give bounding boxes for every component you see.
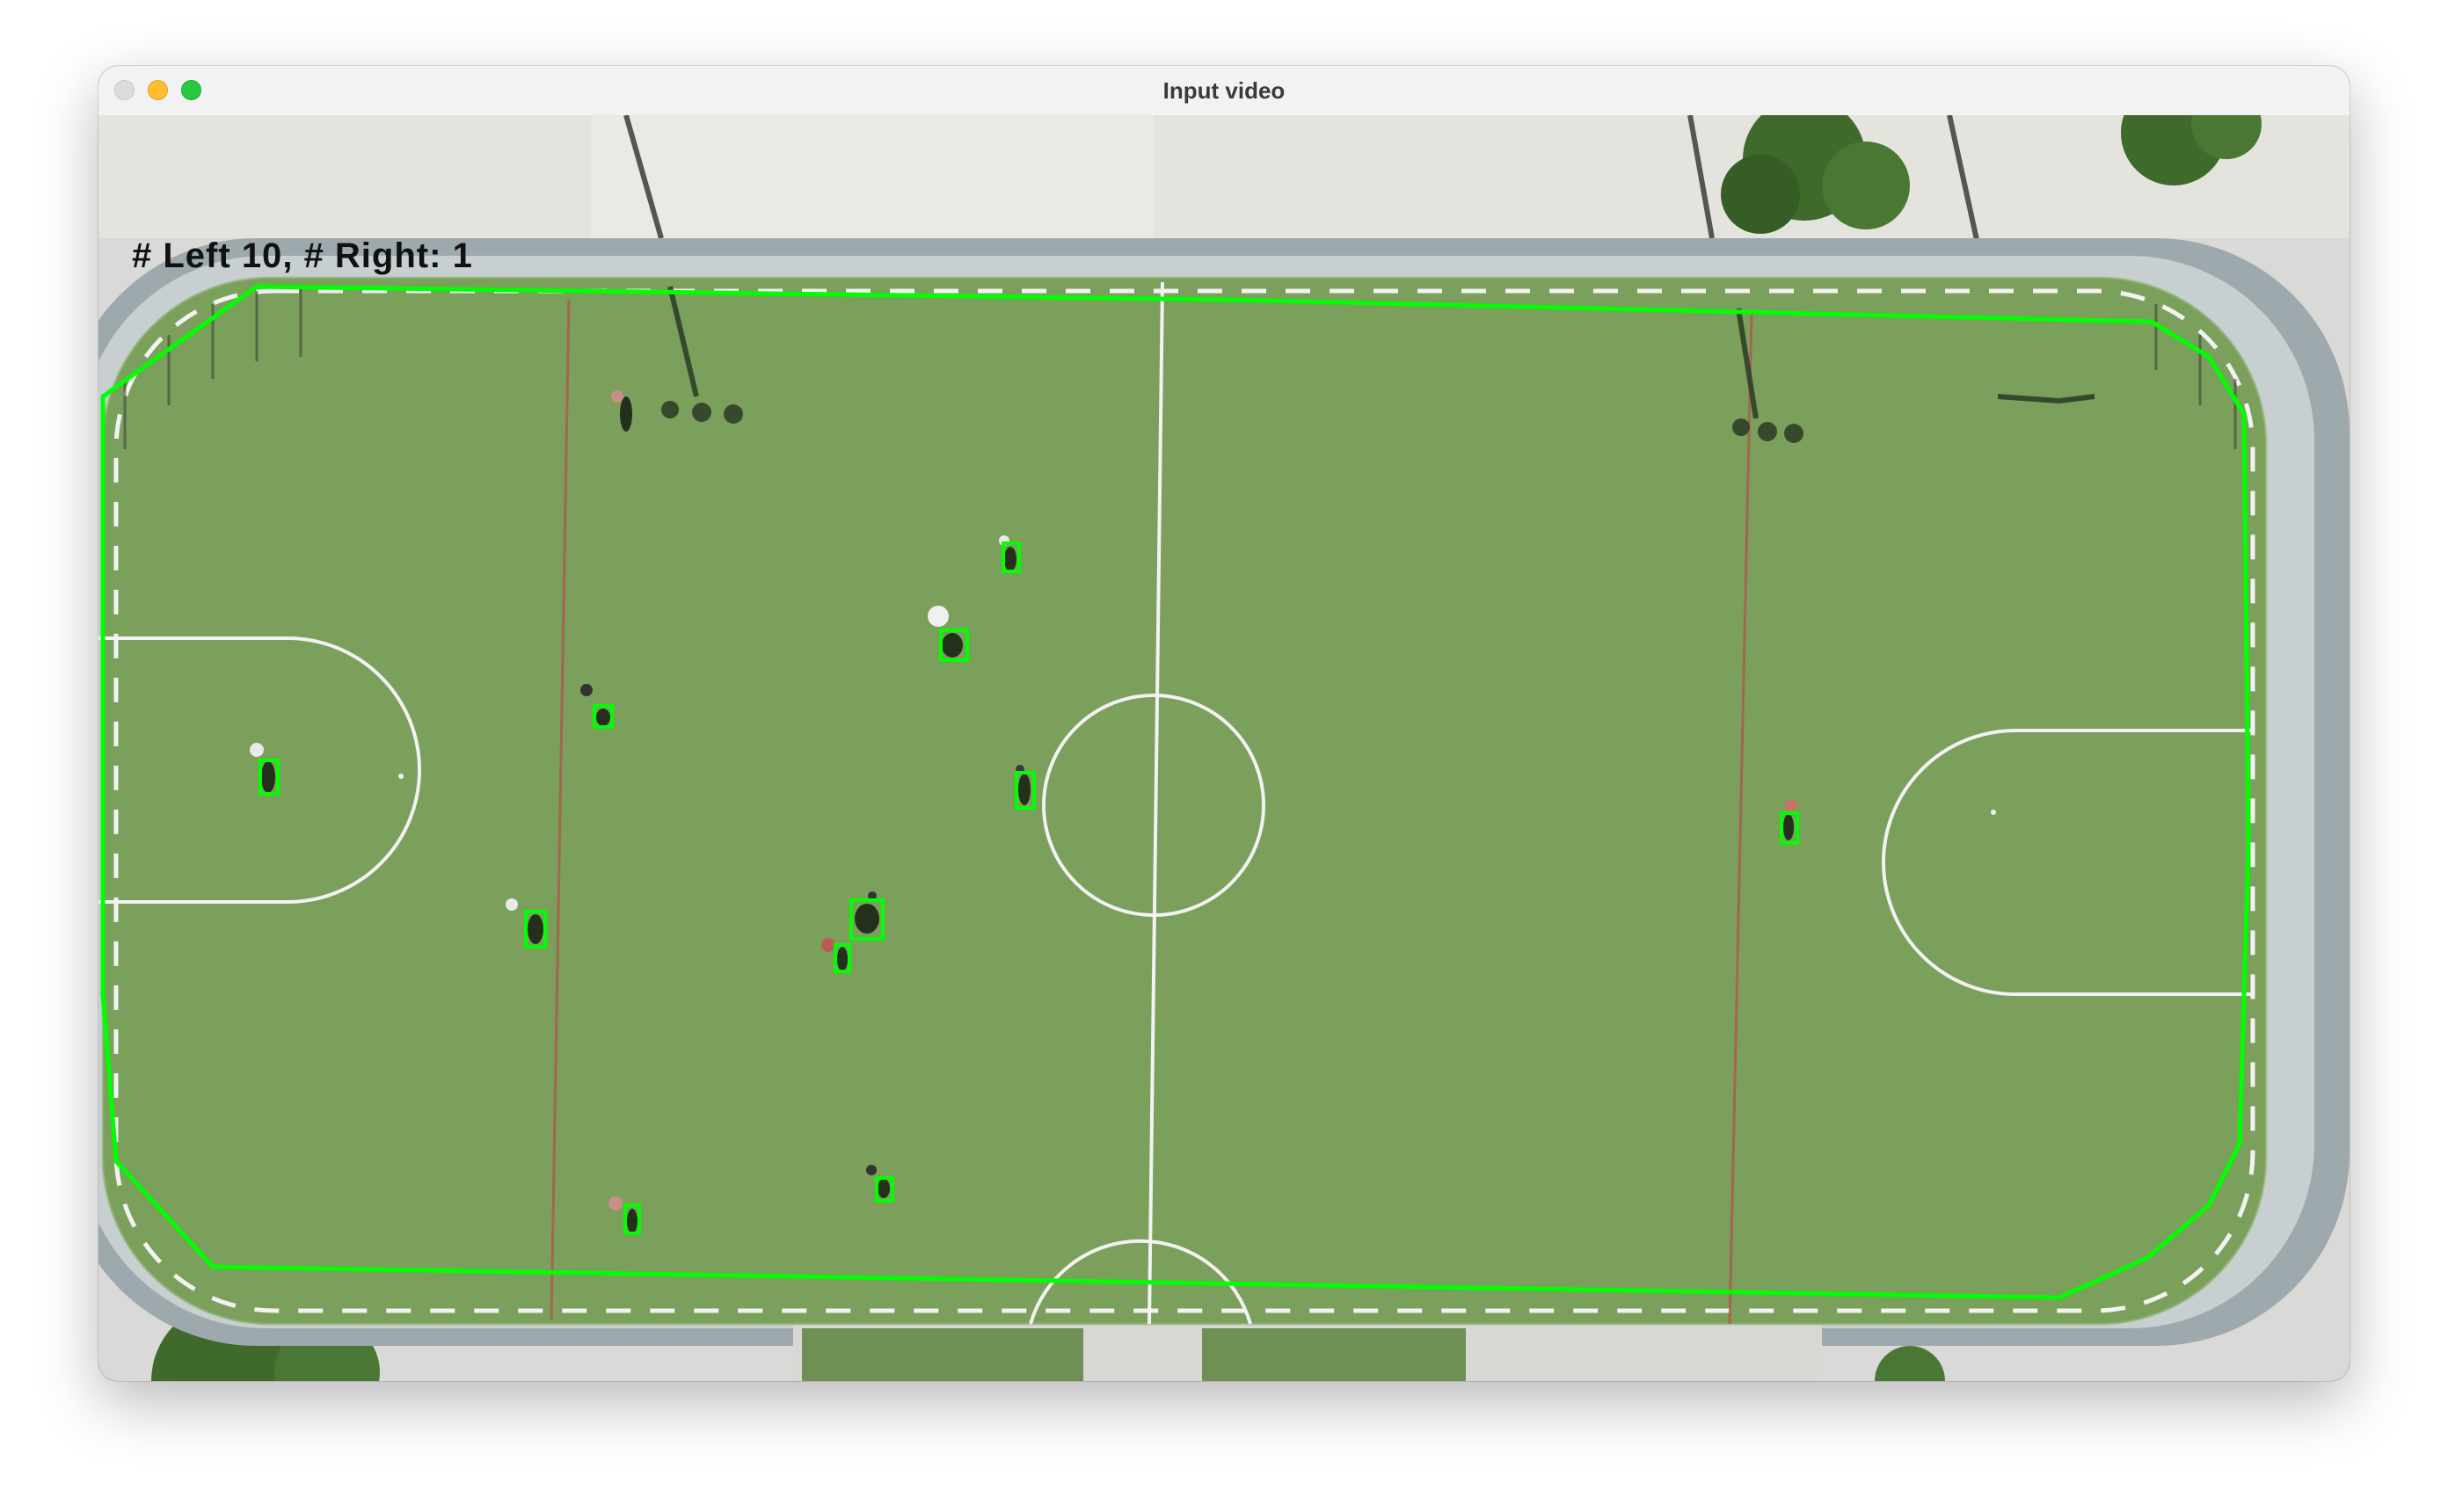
detection-box: [875, 1176, 894, 1203]
left-count-value: 10: [241, 236, 283, 275]
detection-box: [939, 629, 969, 662]
team-count-overlay: # Left 10, # Right: 1: [132, 236, 473, 275]
center-circle: [1042, 694, 1265, 917]
close-window-button[interactable]: [114, 80, 135, 100]
video-frame: # Left 10, # Right: 1: [98, 115, 2350, 1381]
detection-box: [1002, 542, 1021, 573]
players: [261, 396, 1794, 1233]
red-lines: [550, 299, 1753, 1325]
field-markings: [98, 281, 2253, 1325]
pavement-light: [591, 115, 1154, 238]
right-count-value: 1: [452, 236, 473, 275]
halfway-line: [1148, 281, 1164, 1325]
pole-shadows: [661, 286, 2095, 443]
detection-box: [1015, 771, 1036, 810]
field-boundary-dashed: [113, 288, 2255, 1313]
left-penalty-area: [98, 636, 421, 904]
detection-box: [623, 1203, 641, 1235]
right-count-label: # Right:: [303, 236, 442, 275]
detection-box: [1780, 811, 1799, 845]
title-bar[interactable]: Input video: [98, 66, 2350, 116]
detection-box: [849, 898, 885, 941]
detection-box: [834, 943, 851, 973]
light-poles: [623, 115, 1983, 257]
window-title: Input video: [1162, 77, 1286, 104]
field-detection-polygon: [100, 284, 2251, 1300]
detection-box: [259, 759, 280, 796]
bottom-grass-left: [802, 1328, 1083, 1381]
detection-box: [593, 704, 614, 729]
detection-box: [524, 910, 547, 949]
left-count-label: # Left: [132, 236, 231, 275]
maximize-window-button[interactable]: [181, 80, 201, 100]
detection-boxes: [259, 542, 1799, 1235]
app-window: Input video: [98, 66, 2350, 1381]
pavement: [98, 115, 2350, 238]
minimize-window-button[interactable]: [148, 80, 168, 100]
bottom-grass-right: [1202, 1328, 1466, 1381]
right-penalty-area: [1882, 729, 2253, 996]
playing-field: [103, 278, 2266, 1324]
